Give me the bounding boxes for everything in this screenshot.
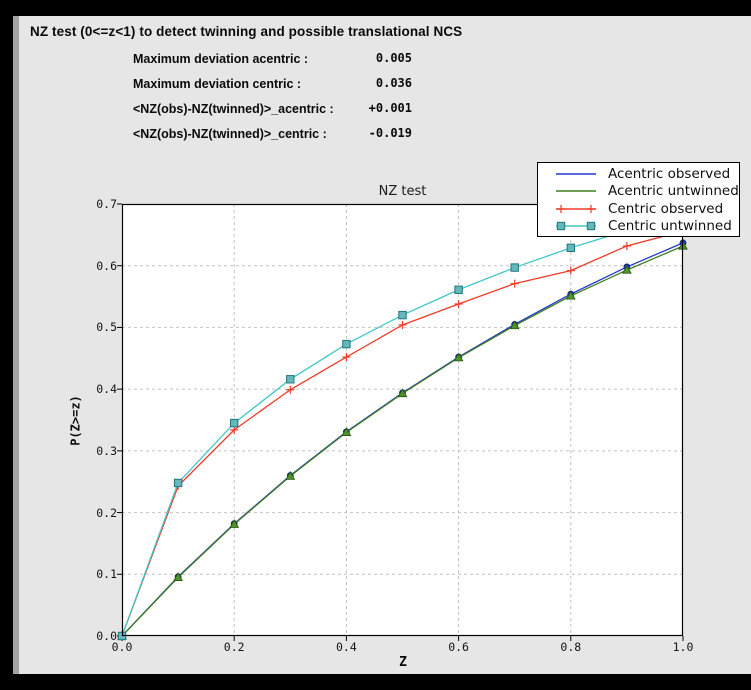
marker-plus bbox=[286, 385, 295, 394]
legend-item-label: Acentric untwinned bbox=[608, 183, 739, 200]
x-tick-label: 0.4 bbox=[336, 640, 357, 654]
marker-square bbox=[586, 222, 596, 231]
marker-plus bbox=[557, 204, 565, 213]
y-tick-label: 0.1 bbox=[96, 567, 117, 582]
stat-row: <NZ(obs)-NZ(twinned)>_acentric : +0.001 bbox=[133, 96, 412, 121]
legend-item-label: Centric observed bbox=[608, 200, 724, 217]
marker-triangle bbox=[285, 470, 296, 480]
marker-triangle bbox=[173, 572, 183, 581]
stat-label: <NZ(obs)-NZ(twinned)>_centric : bbox=[133, 127, 327, 141]
marker-triangle bbox=[229, 519, 240, 528]
y-tick-label: 0.5 bbox=[96, 320, 117, 335]
marker-triangle bbox=[622, 264, 632, 274]
stat-label: Maximum deviation centric : bbox=[133, 77, 302, 91]
stat-row: Maximum deviation centric : 0.036 bbox=[133, 71, 412, 96]
y-tick-label: 0.3 bbox=[96, 443, 117, 458]
marker-square bbox=[173, 478, 183, 488]
y-tick-label: 0.7 bbox=[96, 197, 117, 211]
legend-item-label: Acentric observed bbox=[608, 165, 731, 182]
legend-line-sample bbox=[556, 222, 596, 231]
stat-label: Maximum deviation acentric : bbox=[133, 52, 309, 66]
marker-triangle bbox=[453, 352, 464, 362]
marker-triangle bbox=[341, 427, 352, 436]
legend-item: Centric untwinned bbox=[538, 218, 739, 236]
app-window: NZ test (0<=z<1) to detect twinning and … bbox=[13, 16, 751, 674]
x-tick-label: 1.0 bbox=[672, 640, 694, 654]
x-tick-label: 0.0 bbox=[111, 640, 133, 654]
marker-triangle bbox=[397, 388, 408, 398]
marker-square bbox=[398, 310, 407, 320]
legend-line-sample bbox=[556, 204, 596, 213]
x-tick-label: 0.2 bbox=[223, 640, 245, 654]
stat-value: 0.005 bbox=[375, 51, 412, 65]
marker-triangle bbox=[565, 290, 576, 300]
plot-svg bbox=[117, 203, 688, 641]
stat-value: -0.019 bbox=[368, 126, 412, 140]
marker-square bbox=[286, 375, 295, 384]
marker-square bbox=[230, 418, 239, 428]
stats-block: Maximum deviation acentric : 0.005 Maxim… bbox=[133, 46, 412, 146]
marker-square bbox=[566, 243, 576, 253]
plot-title: NZ test bbox=[378, 184, 427, 199]
marker-plus bbox=[398, 320, 407, 329]
marker-square bbox=[454, 285, 463, 294]
y-tick-label: 0.4 bbox=[96, 382, 117, 397]
page-title: NZ test (0<=z<1) to detect twinning and … bbox=[30, 24, 463, 39]
marker-triangle bbox=[509, 320, 520, 330]
plot-frame bbox=[121, 203, 684, 637]
marker-plus bbox=[510, 279, 519, 288]
legend-item: Acentric observed bbox=[538, 165, 739, 183]
stat-label: <NZ(obs)-NZ(twinned)>_acentric : bbox=[133, 102, 334, 116]
legend-item: Acentric untwinned bbox=[538, 183, 739, 201]
y-tick-label: 0.2 bbox=[96, 505, 117, 520]
x-axis-label: Z bbox=[399, 655, 407, 670]
marker-plus bbox=[342, 353, 351, 362]
window-edge-strip bbox=[13, 16, 19, 674]
x-tick-label: 0.6 bbox=[448, 640, 469, 654]
marker-square bbox=[342, 339, 351, 349]
x-tick-label: 0.8 bbox=[560, 640, 582, 654]
legend-item: Centric observed bbox=[538, 200, 739, 218]
plot-background bbox=[122, 204, 683, 636]
legend-line-sample bbox=[556, 190, 596, 192]
legend: Acentric observed Acentric untwinned Centr… bbox=[537, 162, 740, 237]
legend-item-label: Centric untwinned bbox=[608, 218, 732, 235]
stat-value: +0.001 bbox=[368, 101, 412, 115]
stat-row: Maximum deviation acentric : 0.005 bbox=[133, 46, 412, 71]
stat-row: <NZ(obs)-NZ(twinned)>_centric : -0.019 bbox=[133, 121, 412, 146]
legend-line-sample bbox=[556, 173, 596, 175]
marker-square bbox=[510, 263, 519, 272]
marker-square bbox=[556, 222, 566, 231]
marker-plus bbox=[622, 241, 631, 250]
y-tick-label: 0.0 bbox=[96, 629, 117, 643]
marker-plus bbox=[587, 204, 595, 213]
stat-value: 0.036 bbox=[375, 76, 412, 90]
marker-plus bbox=[566, 266, 575, 275]
y-tick-label: 0.6 bbox=[96, 258, 117, 273]
marker-plus bbox=[454, 299, 463, 308]
